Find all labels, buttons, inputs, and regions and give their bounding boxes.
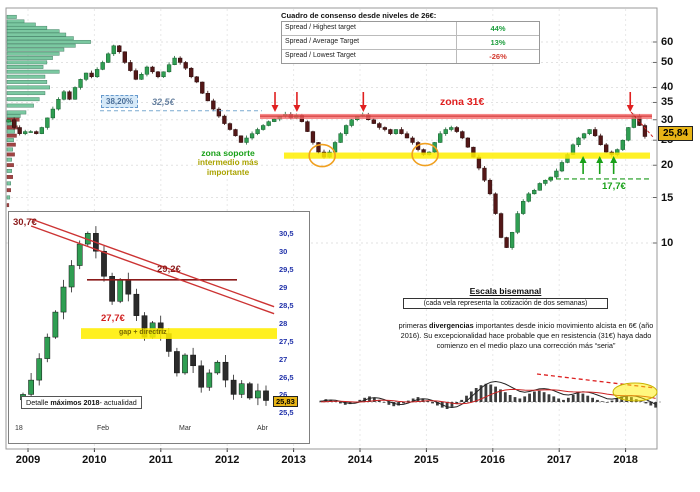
x-axis-label: 2011: [148, 454, 173, 466]
inset-x-label: Mar: [179, 425, 192, 432]
support-zone-label: zona soporte intermedio más importante: [186, 148, 270, 177]
x-axis-label: 2010: [82, 454, 107, 466]
consensus-row-label: Spread / Average Target: [282, 36, 457, 49]
inset-x-label: Abr: [257, 425, 268, 432]
consensus-table: Cuadro de consenso desde niveles de 26€:…: [281, 11, 540, 64]
inset-title-post: - actualidad: [99, 398, 137, 407]
consensus-row-label: Spread / Lowest Target: [282, 50, 457, 63]
support-zone-line1: zona soporte: [201, 148, 255, 158]
x-axis-label: 2014: [347, 454, 373, 466]
inset-high-label: 30,7€: [13, 217, 37, 228]
timeframe-title: Escala bisemanal: [469, 286, 542, 296]
divergence-note-pre: primeras: [398, 321, 430, 330]
inset-x-label: 18: [15, 425, 23, 432]
y-axis-label: 60: [661, 35, 674, 48]
x-axis-label: 2016: [480, 454, 506, 466]
inset-y-label: 28,5: [279, 300, 294, 310]
divergence-note-bold: divergencias: [429, 321, 474, 330]
consensus-title: Cuadro de consenso desde niveles de 26€:: [281, 11, 437, 20]
inset-y-label: 26: [279, 390, 288, 400]
y-axis-label: 50: [661, 56, 674, 69]
x-axis-label: 2009: [15, 454, 41, 466]
y-axis-label: 35: [661, 96, 674, 109]
consensus-row: Spread / Highest target 44%: [282, 22, 539, 36]
inset-y-label: 26,5: [279, 372, 294, 382]
support-zone-line2: intermedio más: [197, 158, 259, 168]
inset-y-label: 27,5: [279, 336, 294, 346]
x-axis-label: 2012: [214, 454, 240, 466]
macd-indicator: [319, 373, 661, 409]
inset-y-label: 29,5: [279, 265, 294, 275]
inset-y-label: 27: [279, 354, 288, 364]
divergence-note: primeras divergencias importantes desde …: [388, 321, 664, 352]
consensus-row-value: -26%: [489, 52, 507, 61]
support-177-label: 17,7€: [602, 181, 626, 192]
macd-indicator-panel: [317, 366, 664, 426]
detail-inset-chart: [20, 218, 277, 406]
inset-y-label: 28: [279, 318, 288, 328]
y-axis-label: 15: [661, 191, 674, 204]
x-axis-label: 2018: [613, 454, 638, 466]
inset-price-tag: 25,83: [273, 396, 298, 407]
consensus-row-label: Spread / Highest target: [282, 22, 457, 35]
x-axis-label: 2015: [414, 454, 439, 466]
inset-x-label: Feb: [97, 425, 110, 432]
inset-277-label: 27,7€: [101, 313, 125, 324]
y-axis-label: 30: [661, 113, 674, 126]
timeframe-note: (cada vela representa la cotización de d…: [403, 298, 608, 309]
y-axis-label: 20: [661, 159, 674, 172]
inset-y-label: 25,5: [279, 408, 294, 418]
consensus-row-value: 44%: [490, 24, 506, 33]
inset-title-box: Detalle máximos 2018- actualidad: [21, 396, 142, 409]
consensus-row: Spread / Lowest Target -26%: [282, 50, 539, 63]
resistance-zone-label: zona 31€: [440, 96, 485, 108]
inset-y-label: 30,5: [279, 229, 294, 239]
inset-title-bold: máximos 2018: [50, 398, 100, 407]
consensus-row: Spread / Average Target 13%: [282, 36, 539, 50]
fib-retracement-label: 38,20%: [101, 95, 139, 108]
x-axis-label: 2017: [546, 454, 572, 466]
y-axis-label: 10: [661, 236, 674, 249]
detail-inset-panel: 30,7€ 29,2€ 27,7€ gap + directriz Detall…: [8, 211, 310, 444]
divergence-note-post: importantes desde inicio movimiento alci…: [400, 321, 654, 351]
x-axis-label: 2013: [281, 454, 306, 466]
inset-y-label: 29: [279, 283, 288, 293]
inset-gap-label: gap + directriz: [119, 329, 167, 336]
support-zone-line3: importante: [206, 167, 250, 177]
timeframe-note-block: Escala bisemanal (cada vela representa l…: [403, 286, 608, 309]
inset-y-label: 30: [279, 247, 288, 257]
consensus-row-value: 13%: [490, 38, 506, 47]
inset-292-label: 29,2€: [157, 264, 181, 275]
inset-title-pre: Detalle: [26, 398, 51, 407]
last-price-tag: 25,84: [658, 126, 694, 141]
fib-price-label: 32,5€: [152, 97, 175, 107]
y-axis-label: 40: [661, 81, 674, 94]
